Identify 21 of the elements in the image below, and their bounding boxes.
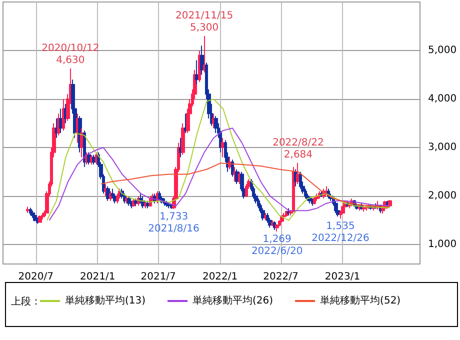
annotation: 2020/10/12 4,630 [42,42,100,66]
y-tick-label: 1,000 [428,239,457,250]
x-tick-label: 2022/1 [202,272,238,282]
annotation: 1,535 2022/12/26 [312,221,370,244]
legend-label: 単純移動平均(26) [192,294,274,306]
annotation: 2022/8/22 2,684 [272,137,324,160]
annotation: 1,269 2022/6/20 [251,234,303,258]
annotation: 2021/11/15 5,300 [175,10,234,34]
y-tick-label: 2,000 [428,190,457,202]
x-tick-label: 2021/7 [140,272,176,282]
x-tick-label: 2023/1 [324,272,360,282]
annotation: 1,733 2021/8/16 [148,212,200,235]
x-tick-label: 2022/7 [263,272,298,282]
legend-title: 上段： [11,296,41,308]
legend-label: 単純移動平均(13) [65,294,146,306]
legend-label: 単純移動平均(52) [320,294,401,306]
y-tick-label: 5,000 [428,45,457,56]
x-tick-label: 2020/7 [18,272,54,282]
x-tick-label: 2021/1 [80,272,116,282]
y-tick-label: 3,000 [428,142,457,154]
y-tick-label: 4,000 [428,94,457,105]
